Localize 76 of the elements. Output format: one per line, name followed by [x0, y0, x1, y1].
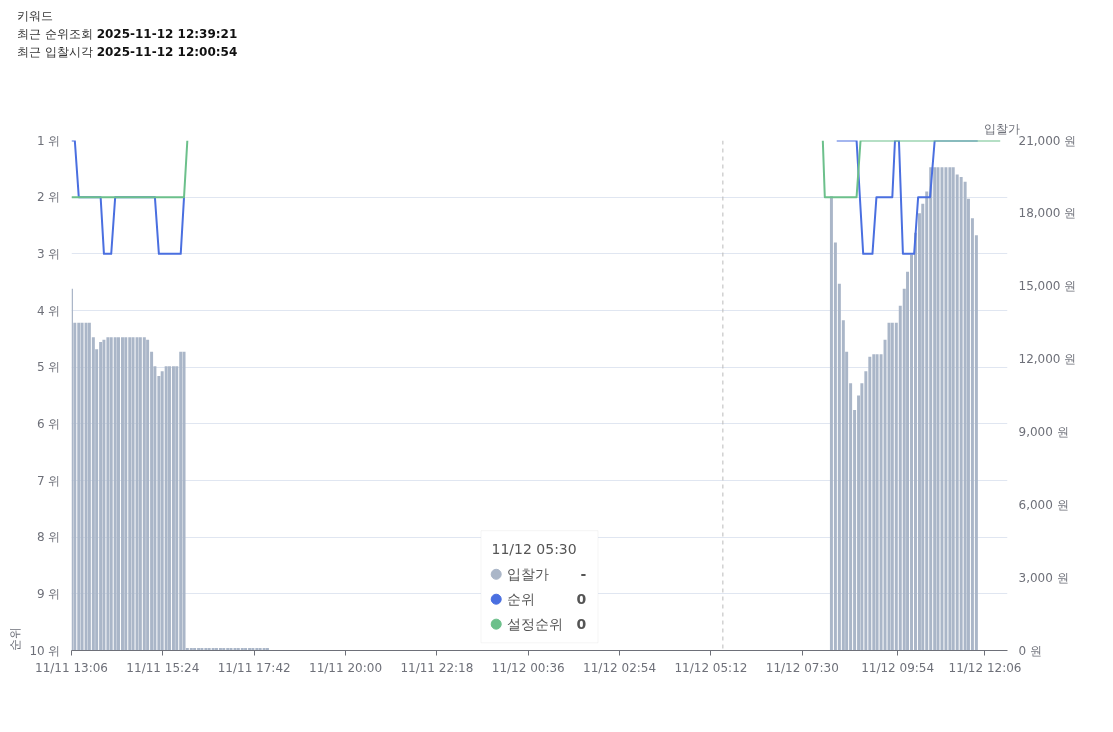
x-tick-label: 11/12 07:30	[765, 660, 839, 675]
x-tick-label: 11/11 17:42	[217, 660, 291, 675]
bar	[959, 176, 963, 651]
y-tick-label: 2 위	[37, 190, 61, 205]
legend-label: 설정순위	[506, 616, 563, 633]
x-tick-label: 11/11 22:18	[400, 660, 474, 675]
bar	[929, 167, 933, 651]
y-tick-label: 5 위	[37, 360, 61, 375]
bar	[887, 322, 891, 651]
x-tick-label: 11/12 02:54	[583, 660, 657, 675]
bar	[117, 337, 120, 651]
bar	[872, 354, 876, 651]
x-tick-label: 11/12 05:12	[674, 660, 748, 675]
y2-tick-label: 3,000 원	[1018, 570, 1069, 585]
bar	[142, 337, 146, 651]
y2-tick-label: 15,000 원	[1018, 279, 1077, 294]
bar	[109, 337, 113, 651]
bar	[87, 322, 91, 651]
bar	[182, 351, 186, 651]
y-tick-label: 3 위	[37, 246, 61, 261]
bar	[124, 337, 128, 651]
bar	[135, 337, 139, 651]
bar	[890, 322, 894, 651]
y2-tick-label: 9,000 원	[1018, 424, 1069, 439]
y-tick-label: 9 위	[37, 586, 61, 601]
bar	[84, 322, 88, 651]
bar	[963, 181, 967, 651]
bar	[106, 337, 110, 651]
y2-tick-label: 6,000 원	[1018, 497, 1069, 512]
x-tick-label: 11/12 09:54	[861, 660, 935, 675]
bar	[829, 196, 833, 651]
chart-title: 키워드	[17, 8, 54, 25]
x-tick-label: 11/11 13:06	[35, 660, 108, 675]
annotation: 0	[576, 591, 587, 608]
annotation: 0	[576, 616, 587, 633]
legend-label: 순위	[506, 591, 535, 608]
x-tick-label: 11/12 00:36	[491, 660, 565, 675]
bar	[951, 167, 955, 651]
legend-title: 11/12 05:30	[491, 541, 577, 558]
bar	[113, 337, 117, 651]
y2-tick-label: 0 원	[1018, 643, 1042, 658]
legend-label: 입찰가	[506, 566, 549, 583]
bar	[128, 337, 132, 651]
bar	[171, 366, 175, 651]
y-tick-label: 10 위	[29, 643, 61, 658]
bar	[102, 339, 106, 651]
bar	[131, 337, 135, 651]
bar	[164, 366, 168, 651]
y-tick-label: 4 위	[37, 303, 61, 318]
bar	[940, 167, 944, 651]
y2-tick-label: 12,000 원	[1018, 352, 1077, 367]
bar	[868, 356, 872, 651]
bar	[875, 354, 879, 651]
y-axis-title: 순위	[7, 626, 22, 651]
x-tick-label: 11/12 12:06	[948, 660, 1022, 675]
y-tick-label: 8 위	[37, 530, 61, 545]
bar	[80, 322, 84, 651]
bar	[77, 322, 81, 651]
y-tick-label: 7 위	[37, 473, 61, 488]
bar	[167, 366, 171, 651]
bar	[146, 339, 150, 651]
bar	[948, 167, 952, 651]
chart-subtitle: 최근 순위조회 2025-11-12 12:39:21 최근 입찰시각 2025-11-12 12:00:54	[17, 26, 238, 61]
y-tick-label: 6 위	[37, 416, 61, 431]
y2-tick-label: 21,000 원	[1018, 133, 1077, 148]
bar	[179, 351, 183, 651]
y2-axis-title: 입찰가	[983, 121, 1020, 136]
bar	[99, 342, 103, 651]
x-tick-label: 11/11 15:24	[126, 660, 200, 675]
y-tick-label: 1 위	[37, 133, 61, 148]
annotation: -	[580, 566, 587, 583]
bar	[138, 337, 142, 651]
bar	[944, 167, 948, 651]
x-tick-label: 11/11 20:00	[309, 660, 383, 675]
y2-tick-label: 18,000 원	[1018, 206, 1077, 221]
bar	[120, 337, 124, 651]
